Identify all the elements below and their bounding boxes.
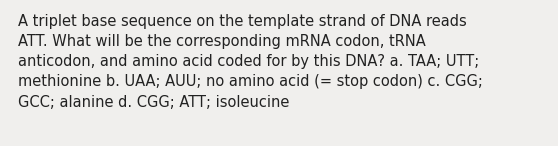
Text: A triplet base sequence on the template strand of DNA reads: A triplet base sequence on the template … [18,14,466,29]
Text: methionine b. UAA; AUU; no amino acid (= stop codon) c. CGG;: methionine b. UAA; AUU; no amino acid (=… [18,74,483,89]
Text: GCC; alanine d. CGG; ATT; isoleucine: GCC; alanine d. CGG; ATT; isoleucine [18,95,290,110]
Text: ATT. What will be the corresponding mRNA codon, tRNA: ATT. What will be the corresponding mRNA… [18,34,426,49]
Text: anticodon, and amino acid coded for by this DNA? a. TAA; UTT;: anticodon, and amino acid coded for by t… [18,54,479,69]
